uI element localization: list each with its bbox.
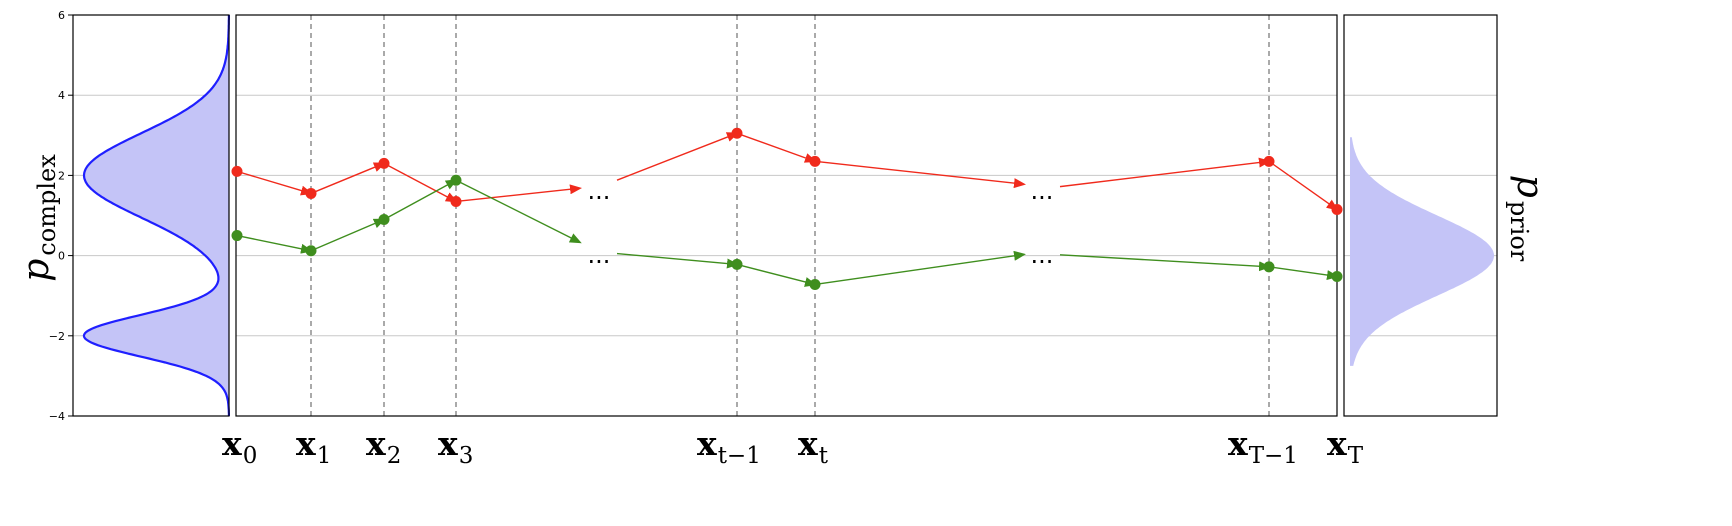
middle-grid bbox=[236, 94, 1337, 337]
timestep-label: x2 bbox=[366, 424, 401, 469]
timestep-label: xT−1 bbox=[1228, 424, 1298, 469]
trajectory-segment bbox=[1268, 266, 1339, 281]
y-tick-label: 0 bbox=[58, 250, 65, 263]
trajectory-segment bbox=[814, 250, 1026, 286]
trajectory-segment bbox=[455, 184, 582, 203]
trajectory-segment bbox=[1059, 157, 1271, 188]
trajectory-segment bbox=[383, 179, 458, 221]
trajectory-point bbox=[1263, 155, 1275, 167]
timestep-labels: x0 x1 x2 x3 xt−1 xt xT−1 xT bbox=[222, 424, 1364, 469]
left-ylabel-main: p bbox=[16, 259, 57, 282]
ellipsis-green-2: ... bbox=[1031, 241, 1054, 269]
trajectory-segment bbox=[736, 132, 817, 163]
trajectory-point bbox=[305, 245, 317, 257]
timestep-label: x3 bbox=[438, 424, 473, 469]
trajectory-point bbox=[231, 165, 243, 177]
trajectory-segment bbox=[616, 252, 739, 269]
middle-panel-frame bbox=[235, 14, 1338, 417]
trajectory-point bbox=[231, 230, 243, 242]
trajectory-point bbox=[1331, 203, 1343, 215]
trajectory-point bbox=[809, 155, 821, 167]
trajectory-panel: ... ... ... ... bbox=[231, 14, 1343, 417]
y-tick-label: 6 bbox=[58, 9, 65, 22]
red-trajectory bbox=[231, 127, 1343, 215]
trajectory-segment bbox=[310, 218, 386, 252]
y-tick-label: 4 bbox=[58, 89, 65, 102]
y-tick-label: −2 bbox=[49, 330, 65, 343]
left-y-axis-label: p complex bbox=[16, 154, 61, 282]
trajectory-segment bbox=[455, 179, 582, 244]
trajectory-point bbox=[809, 278, 821, 290]
left-ylabel-sub: complex bbox=[33, 154, 61, 256]
ellipses: ... ... ... ... bbox=[588, 177, 1054, 269]
trajectory-segment bbox=[383, 162, 458, 203]
trajectory-point bbox=[378, 157, 390, 169]
timestep-label: xT bbox=[1327, 424, 1364, 469]
complex-density-fill bbox=[83, 15, 230, 416]
right-ylabel-sub: prior bbox=[1505, 201, 1533, 262]
right-y-axis-label: p prior bbox=[1505, 175, 1550, 262]
left-y-axis: −4 −2 0 2 4 6 bbox=[49, 9, 73, 423]
trajectory-segment bbox=[1268, 160, 1339, 211]
trajectory-segment bbox=[236, 170, 313, 196]
trajectory-point bbox=[731, 127, 743, 139]
trajectory-point bbox=[450, 195, 462, 207]
complex-density-curve bbox=[82, 15, 230, 416]
green-trajectory bbox=[231, 174, 1343, 290]
ellipsis-green-1: ... bbox=[588, 241, 611, 269]
ellipsis-red-1: ... bbox=[588, 177, 611, 205]
ellipsis-red-2: ... bbox=[1031, 177, 1054, 205]
trajectory-segment bbox=[814, 160, 1026, 189]
prior-distribution-panel: p prior bbox=[1343, 14, 1550, 417]
trajectory-point bbox=[1263, 261, 1275, 273]
right-panel-frame bbox=[1343, 14, 1498, 417]
complex-distribution-panel: −4 −2 0 2 4 6 p complex bbox=[16, 9, 230, 423]
trajectory-segment bbox=[236, 234, 313, 254]
timestep-label: xt−1 bbox=[697, 424, 761, 469]
trajectory-segment bbox=[736, 263, 817, 287]
prior-density-fill bbox=[1350, 137, 1494, 366]
y-tick-label: −4 bbox=[49, 410, 65, 423]
left-panel-frame bbox=[72, 14, 230, 417]
trajectory-segment bbox=[1059, 254, 1271, 272]
trajectory-segment bbox=[310, 162, 386, 195]
y-tick-label: 2 bbox=[58, 169, 65, 182]
trajectory-point bbox=[1331, 270, 1343, 282]
trajectory-point bbox=[731, 258, 743, 270]
timestep-guides bbox=[310, 15, 1270, 416]
trajectory-point bbox=[378, 214, 390, 226]
right-ylabel-main: p bbox=[1509, 175, 1550, 198]
trajectory-point bbox=[450, 174, 462, 186]
timestep-label: x0 bbox=[222, 424, 257, 469]
timestep-label: x1 bbox=[296, 424, 331, 469]
trajectory-segment bbox=[616, 132, 739, 181]
timestep-label: xt bbox=[798, 424, 829, 469]
trajectory-point bbox=[305, 187, 317, 199]
